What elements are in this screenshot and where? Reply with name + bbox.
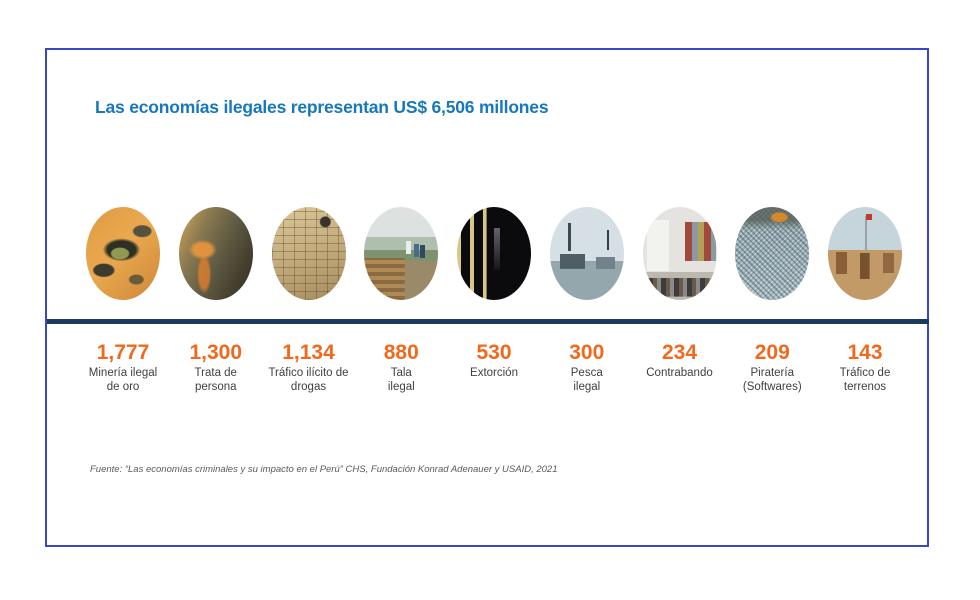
item-value: 880: [383, 341, 419, 364]
item-column: 234 Contrabando: [635, 207, 725, 394]
divider-line: [47, 319, 929, 324]
item-label: Tráfico ilícito de drogas: [261, 367, 356, 394]
item-label: Piratería (Softwares): [725, 367, 820, 394]
item-label-line2: de oro: [106, 380, 140, 393]
item-value: 1,134: [282, 341, 335, 364]
item-value: 300: [569, 341, 605, 364]
item-label: Extorción: [446, 367, 541, 381]
item-label-line1: Tráfico ilícito de: [268, 367, 349, 379]
item-column: 209 Piratería (Softwares): [727, 207, 817, 394]
item-label-line1: Tala: [390, 367, 412, 379]
page-title: Las economías ilegales representan US$ 6…: [95, 97, 549, 117]
item-column: 530 Extorción: [449, 207, 539, 394]
item-column: 1,300 Trata de persona: [171, 207, 261, 394]
item-label: Pesca ilegal: [539, 367, 634, 394]
items-row: 1,777 Minería ilegal de oro 1,300 Trata …: [78, 207, 910, 394]
item-label-line2: (Softwares): [742, 380, 802, 393]
item-column: 300 Pesca ilegal: [542, 207, 632, 394]
item-column: 143 Tráfico de terrenos: [820, 207, 910, 394]
item-label: Contrabando: [632, 367, 727, 381]
item-label-line1: Trata de: [194, 367, 237, 379]
illegal-fishing-photo: [549, 207, 624, 300]
item-label-line2: persona: [194, 380, 237, 393]
contraband-photo: [642, 207, 717, 300]
item-value: 1,777: [96, 341, 150, 364]
item-label: Minería ilegal de oro: [75, 367, 170, 394]
item-value: 530: [476, 341, 512, 364]
item-label: Trata de persona: [168, 367, 263, 394]
land-trafficking-photo: [828, 207, 902, 300]
extortion-photo: [457, 207, 531, 300]
source-note: Fuente: “Las economías criminales y su i…: [90, 464, 558, 475]
item-label-line1: Minería ilegal: [88, 367, 158, 379]
item-label-line2: ilegal: [573, 380, 601, 393]
human-trafficking-photo: [178, 207, 253, 300]
item-value: 1,300: [189, 341, 243, 364]
item-column: 880 Tala ilegal: [356, 207, 446, 394]
item-value: 143: [847, 341, 883, 364]
gold-mining-photo: [86, 207, 160, 300]
item-label-line2: terrenos: [843, 380, 887, 393]
illegal-logging-photo: [364, 207, 439, 300]
software-piracy-photo: [735, 207, 810, 300]
item-label-line2: ilegal: [387, 380, 415, 393]
item-label: Tala ilegal: [354, 367, 449, 394]
item-label-line1: Extorción: [470, 367, 518, 379]
item-label-line1: Tráfico de: [839, 367, 891, 379]
drug-bricks-photo: [271, 207, 346, 300]
item-value: 209: [754, 341, 790, 364]
item-value: 234: [661, 341, 698, 364]
item-label-line1: Pesca: [570, 367, 603, 379]
item-column: 1,777 Minería ilegal de oro: [78, 207, 168, 394]
item-label-line1: Piratería: [750, 367, 794, 379]
item-label-line1: Contrabando: [646, 367, 713, 379]
item-label: Tráfico de terrenos: [817, 367, 912, 394]
item-column: 1,134 Tráfico ilícito de drogas: [264, 207, 354, 394]
item-label-line2: drogas: [290, 380, 327, 393]
